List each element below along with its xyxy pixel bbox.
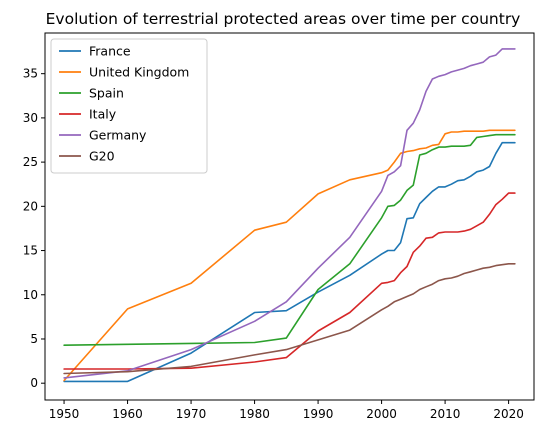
legend-label-united-kingdom: United Kingdom [89, 65, 189, 80]
y-axis: 0 5 10 15 20 25 30 35 [23, 67, 45, 390]
axes-frame [44, 32, 535, 401]
y-tick-label: 35 [23, 67, 38, 81]
x-tick-label: 2020 [493, 407, 524, 421]
legend-label-spain: Spain [89, 86, 124, 101]
legend-label-france: France [89, 44, 131, 59]
legend-label-germany: Germany [89, 128, 147, 143]
y-tick-label: 25 [23, 155, 38, 169]
x-axis: 1950 1960 1970 1980 1990 2000 2010 2020 [49, 400, 524, 421]
x-tick-label: 1970 [176, 407, 207, 421]
y-tick-label: 20 [23, 199, 38, 213]
x-tick-label: 1990 [303, 407, 334, 421]
x-tick-label: 2000 [366, 407, 397, 421]
y-tick-label: 5 [30, 332, 38, 346]
y-tick-label: 10 [23, 288, 38, 302]
x-tick-label: 1950 [49, 407, 80, 421]
y-tick-label: 30 [23, 111, 38, 125]
y-tick-label: 0 [30, 376, 38, 390]
chart-title: Evolution of terrestrial protected areas… [46, 10, 521, 28]
legend-label-italy: Italy [89, 107, 117, 122]
series-line-france [63, 141, 516, 383]
series-line-germany [63, 48, 516, 379]
legend: France United Kingdom Spain Italy Germany G20 [50, 38, 208, 174]
y-tick-label: 15 [23, 244, 38, 258]
series-line-g20 [63, 262, 516, 375]
x-tick-label: 1980 [239, 407, 270, 421]
plot-area [44, 32, 535, 401]
x-tick-label: 2010 [430, 407, 461, 421]
x-tick-label: 1960 [112, 407, 143, 421]
series-line-italy [63, 192, 516, 370]
series-line-spain [63, 133, 516, 347]
series-line-united-kingdom [63, 129, 516, 382]
legend-box [50, 38, 208, 174]
legend-label-g20: G20 [89, 149, 115, 164]
series-layer [63, 48, 516, 383]
